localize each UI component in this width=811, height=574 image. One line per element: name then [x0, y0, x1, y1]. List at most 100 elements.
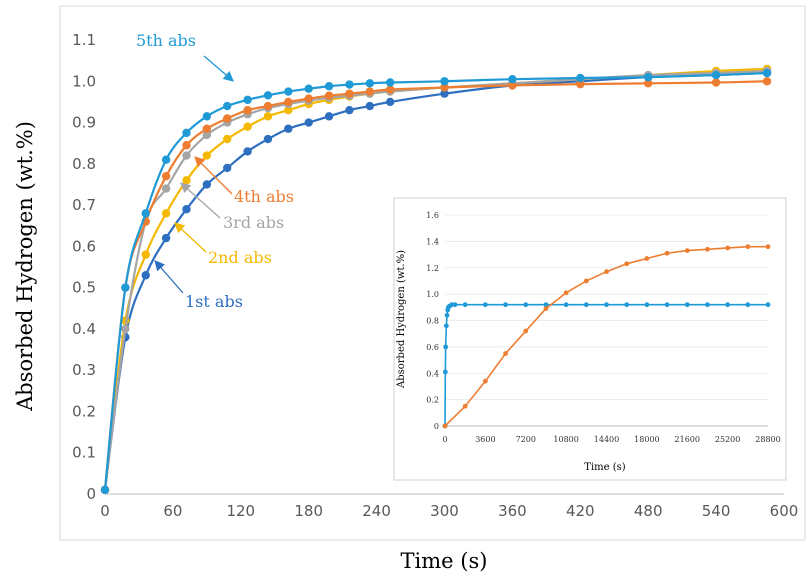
data-point: [243, 147, 252, 156]
y-tick-label: 0.3: [72, 361, 96, 379]
inset-data-point: [482, 378, 488, 384]
data-point: [440, 83, 449, 92]
inset-data-point: [523, 328, 529, 334]
data-point: [385, 97, 395, 107]
inset-x-tick-label: 7200: [516, 435, 536, 444]
inset-data-point: [583, 278, 589, 284]
data-point: [202, 130, 212, 140]
data-point: [762, 77, 772, 86]
inset-y-axis-title: Absorbed Hydrogen (wt.%): [396, 250, 407, 389]
series-4: [100, 77, 772, 495]
data-point: [121, 283, 130, 292]
data-point: [263, 101, 273, 111]
data-point: [161, 184, 171, 193]
inset-y-tick-label: 0: [434, 422, 439, 431]
data-point: [345, 80, 354, 89]
data-point: [263, 112, 273, 121]
inset-y-tick-label: 1.2: [426, 264, 439, 273]
inset-data-point: [604, 302, 609, 308]
data-point: [284, 97, 293, 107]
inset-y-tick-label: 1.0: [426, 290, 439, 299]
x-tick-label: 300: [430, 502, 459, 520]
data-point: [440, 77, 449, 86]
data-point: [223, 114, 232, 123]
inset-data-point: [563, 290, 569, 296]
data-point: [385, 78, 395, 87]
y-tick-label: 0.1: [72, 444, 96, 462]
data-point: [284, 124, 293, 133]
arrow-5th-abs: [203, 55, 234, 82]
inset-data-point: [452, 302, 458, 308]
data-point: [263, 134, 273, 144]
data-point: [644, 79, 653, 88]
series-5: [100, 68, 772, 495]
data-point: [508, 75, 517, 84]
data-point: [345, 105, 354, 115]
data-point: [324, 82, 334, 91]
data-point: [508, 81, 517, 90]
data-point: [440, 89, 449, 98]
y-tick-label: 0: [86, 485, 96, 503]
data-point: [141, 271, 150, 280]
inset-data-point: [765, 244, 771, 250]
annotation-2nd-abs: 2nd abs: [208, 248, 272, 267]
inset-data-point: [449, 302, 455, 308]
x-tick-label: 360: [498, 502, 527, 520]
y-tick-label: 0.9: [72, 114, 96, 132]
inset-y-tick-label: 0.8: [426, 317, 439, 326]
inset-y-tick-label: 0.4: [426, 369, 439, 378]
x-tick-label: 600: [770, 502, 799, 520]
inset-data-point: [664, 250, 670, 256]
arrow-2nd-abs: [174, 222, 207, 253]
inset-data-point: [444, 312, 450, 318]
inset-data-point: [684, 302, 690, 308]
data-point: [762, 68, 772, 78]
inset-data-point: [725, 245, 731, 251]
x-tick-label: 540: [702, 502, 731, 520]
data-point: [161, 209, 171, 218]
inset-data-point: [664, 302, 670, 308]
data-point: [161, 172, 171, 181]
inset-data-point: [543, 306, 549, 312]
data-point: [161, 233, 171, 243]
inset-data-point: [482, 302, 488, 308]
inset-x-tick-label: 25200: [715, 435, 740, 444]
inset-data-point: [644, 302, 650, 308]
arrow-3rd-abs: [180, 182, 221, 219]
annotation-1st-abs: 1st abs: [185, 292, 243, 311]
data-point: [243, 105, 252, 115]
x-tick-label: 480: [634, 502, 663, 520]
data-point: [202, 112, 212, 121]
data-point: [324, 91, 334, 100]
data-point: [223, 101, 232, 111]
x-tick-label: 240: [362, 502, 391, 520]
annotations: 5th abs 4th abs 3rd abs 2nd abs 1st abs: [136, 31, 294, 311]
inset-x-axis-title: Time (s): [584, 462, 625, 473]
x-tick-label: 60: [163, 502, 182, 520]
inset-data-point: [624, 302, 630, 308]
data-point: [345, 89, 354, 98]
y-tick-label: 0.5: [72, 279, 96, 297]
arrow-4th-abs: [194, 156, 233, 195]
inset-data-point: [543, 302, 549, 308]
data-point: [182, 128, 191, 138]
y-tick-label: 0.2: [72, 402, 96, 420]
data-point: [100, 485, 110, 495]
data-point: [202, 180, 212, 189]
data-point: [304, 94, 313, 103]
inset-data-point: [705, 246, 710, 252]
inset-data-point: [684, 248, 690, 254]
inset-data-point: [442, 423, 448, 429]
x-tick-label: 420: [566, 502, 595, 520]
data-point: [182, 176, 191, 185]
data-point: [223, 163, 232, 173]
inset-data-point: [745, 302, 751, 308]
data-point: [711, 78, 721, 87]
inset-data-point: [442, 369, 448, 375]
data-point: [202, 151, 212, 160]
data-point: [141, 209, 150, 218]
y-tick-label: 1.1: [72, 31, 96, 49]
data-point: [365, 101, 375, 111]
y-tick-label: 0.6: [72, 237, 96, 255]
